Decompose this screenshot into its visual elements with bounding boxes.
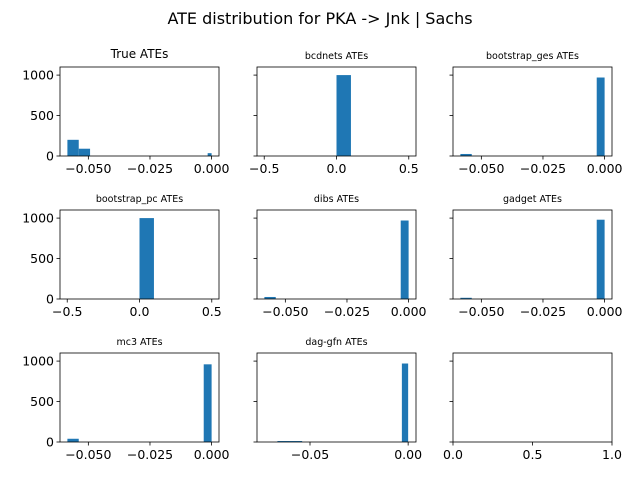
- figure-title: ATE distribution for PKA -> Jnk | Sachs: [167, 9, 472, 28]
- x-tick-label: 0.000: [194, 161, 230, 176]
- histogram-bar: [460, 297, 472, 299]
- axes-frame: [59, 66, 220, 157]
- histogram-bar: [289, 441, 303, 442]
- histogram-bar: [460, 153, 472, 156]
- axes-frame: [452, 209, 613, 300]
- x-tick-label: 0.00: [394, 447, 422, 462]
- x-tick-label: 0.5: [399, 161, 419, 176]
- x-tick-label: 0.0: [327, 161, 347, 176]
- x-tick-label: 1.0: [602, 447, 622, 462]
- x-tick-label: −0.050: [458, 304, 504, 319]
- x-tick-label: −0.050: [458, 161, 504, 176]
- axes-frame: [59, 352, 220, 443]
- subplot-title: dibs ATEs: [314, 194, 359, 205]
- axes-frame: [452, 66, 613, 157]
- histogram-bar: [264, 296, 276, 299]
- y-tick-label: 0: [46, 292, 54, 307]
- x-tick-label: −0.025: [127, 161, 173, 176]
- histogram-bar: [596, 77, 605, 156]
- axes-frame: [256, 209, 417, 300]
- x-tick-label: −0.050: [65, 161, 111, 176]
- subplot-9: 0.0 0.5 1.0: [443, 352, 622, 462]
- y-tick-label: 0: [46, 435, 54, 450]
- subplot-title: dag-gfn ATEs: [305, 337, 367, 348]
- x-tick-label: 0.000: [391, 304, 427, 319]
- histogram-bar: [139, 218, 154, 299]
- subplot-8: −0.05 0.00 dag-gfn ATEs: [253, 337, 422, 462]
- x-tick-label: 0.5: [523, 447, 543, 462]
- subplot-1: −0.050 −0.025 0.000 0 500 1000 True ATEs: [22, 47, 229, 176]
- y-tick-label: 1000: [22, 354, 54, 369]
- histogram-bar: [203, 364, 212, 442]
- x-tick-label: −0.5: [249, 161, 279, 176]
- subplot-6: −0.050 −0.025 0.000 gadget ATEs: [449, 194, 623, 319]
- histogram-bar: [78, 148, 91, 156]
- x-tick-label: 0.0: [130, 304, 150, 319]
- x-tick-label: 0.5: [202, 304, 222, 319]
- x-tick-label: −0.050: [262, 304, 308, 319]
- subplot-title: mc3 ATEs: [116, 337, 162, 348]
- x-tick-label: −0.050: [65, 447, 111, 462]
- x-tick-label: −0.05: [291, 447, 329, 462]
- y-tick-label: 500: [30, 251, 54, 266]
- y-tick-label: 500: [30, 108, 54, 123]
- subplot-title: bcdnets ATEs: [305, 51, 368, 62]
- x-tick-label: −0.025: [520, 304, 566, 319]
- subplot-5: −0.050 −0.025 0.000 dibs ATEs: [253, 194, 427, 319]
- histogram-bar: [67, 139, 79, 156]
- subplot-title: bootstrap_ges ATEs: [486, 51, 579, 62]
- histogram-bar: [400, 220, 409, 299]
- x-tick-label: −0.025: [324, 304, 370, 319]
- y-tick-label: 500: [30, 394, 54, 409]
- axes-frame: [256, 352, 417, 443]
- x-tick-label: 0.000: [587, 304, 623, 319]
- subplot-3: −0.050 −0.025 0.000 bootstrap_ges ATEs: [449, 51, 623, 176]
- y-tick-label: 1000: [22, 68, 54, 83]
- subplot-title: gadget ATEs: [503, 194, 562, 205]
- histogram-bar: [596, 219, 605, 299]
- y-tick-label: 0: [46, 149, 54, 164]
- subplot-7: −0.050 −0.025 0.000 0 500 1000 mc3 ATEs: [22, 337, 229, 462]
- x-tick-label: −0.025: [127, 447, 173, 462]
- subplot-2: −0.5 0.0 0.5 bcdnets ATEs: [249, 51, 419, 176]
- x-tick-label: 0.0: [443, 447, 463, 462]
- histogram-bar: [67, 438, 79, 442]
- histogram-bar: [401, 363, 409, 442]
- histogram-bar: [336, 75, 351, 156]
- histogram-bar: [277, 441, 290, 442]
- axes-frame: [452, 352, 613, 443]
- histogram-bar: [207, 153, 212, 156]
- subplot-title: True ATEs: [110, 47, 169, 61]
- subplot-4: −0.5 0.0 0.5 0 500 1000 bootstrap_pc ATEs: [22, 194, 222, 319]
- x-tick-label: 0.000: [587, 161, 623, 176]
- x-tick-label: −0.5: [52, 304, 82, 319]
- subplot-title: bootstrap_pc ATEs: [96, 194, 183, 205]
- x-tick-label: 0.000: [194, 447, 230, 462]
- y-tick-label: 1000: [22, 211, 54, 226]
- x-tick-label: −0.025: [520, 161, 566, 176]
